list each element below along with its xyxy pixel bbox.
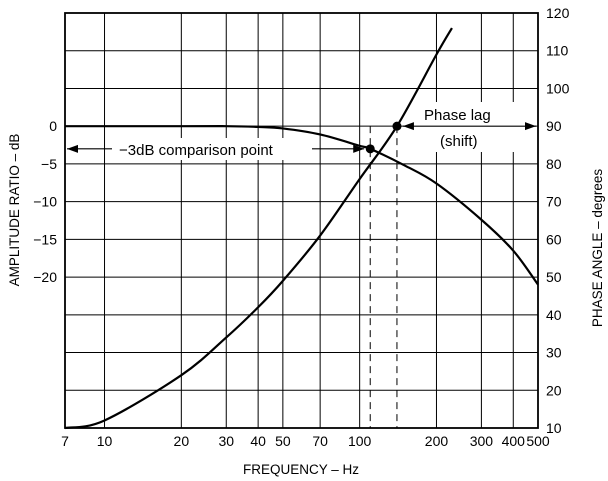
x-axis-title: FREQUENCY – Hz	[243, 462, 359, 477]
y-right-axis-title: PHASE ANGLE – degrees	[590, 169, 605, 328]
y-right-tick-labels: 10 20 30 40 50 60 70 80 90 100 110 120	[546, 5, 570, 436]
x-tick-label: 40	[250, 433, 266, 449]
x-tick-label: 10	[97, 433, 113, 449]
annotation-3db-comparison: −3dB comparison point	[119, 142, 274, 159]
y-right-tick-label: 70	[546, 194, 562, 210]
y-left-axis-title: AMPLITUDE RATIO – dB	[7, 134, 22, 287]
y-left-tick-labels: 0 −5 −10 −15 −20	[33, 118, 57, 285]
y-right-tick-label: 120	[546, 5, 570, 21]
marker-3db-point	[365, 144, 375, 154]
y-right-tick-label: 80	[546, 156, 562, 172]
arrow-3db-right-head	[353, 144, 365, 153]
plot-frame	[64, 12, 539, 429]
y-left-tick-label: −10	[33, 194, 57, 210]
reference-lines	[369, 126, 398, 428]
annotation-box-phase-lag	[414, 102, 526, 152]
annotations	[67, 102, 536, 160]
x-tick-label: 70	[312, 433, 328, 449]
arrow-3db-left-head	[67, 144, 78, 153]
y-left-tick-label: −5	[41, 156, 57, 172]
amplitude-ratio-curve	[65, 125, 539, 286]
y-left-tick-label: −15	[33, 231, 57, 247]
y-left-tick-label: 0	[49, 118, 57, 134]
x-tick-labels: 7 10 20 30 40 50 70 100 200 300 400 500	[61, 433, 550, 449]
y-right-tick-label: 60	[546, 231, 562, 247]
y-right-tick-label: 30	[546, 345, 562, 361]
x-tick-label: 20	[174, 433, 190, 449]
y-right-tick-label: 40	[546, 307, 562, 323]
x-tick-label: 100	[348, 433, 372, 449]
arrow-phase-lag-right-head	[525, 122, 536, 131]
y-left-tick-label: −20	[33, 269, 57, 285]
annotation-shift: (shift)	[440, 133, 478, 150]
x-tick-label: 30	[218, 433, 234, 449]
annotation-box-3db	[112, 138, 312, 160]
y-right-tick-label: 110	[546, 43, 569, 59]
arrow-phase-lag-left-head	[402, 122, 414, 131]
x-tick-label: 7	[61, 433, 69, 449]
x-tick-label: 300	[470, 433, 494, 449]
x-tick-label: 500	[526, 433, 550, 449]
y-right-tick-label: 90	[546, 118, 562, 134]
x-tick-label: 50	[275, 433, 291, 449]
y-right-tick-label: 50	[546, 269, 562, 285]
x-tick-label: 200	[425, 433, 449, 449]
annotation-phase-lag: Phase lag	[424, 107, 491, 124]
grid	[64, 12, 539, 429]
y-right-tick-label: 100	[546, 80, 570, 96]
marker-phase-90-point	[392, 121, 402, 131]
phase-angle-curve	[64, 27, 453, 430]
y-right-tick-label: 10	[546, 420, 562, 436]
x-tick-label: 400	[502, 433, 526, 449]
curves	[64, 27, 539, 430]
y-right-tick-label: 20	[546, 382, 562, 398]
